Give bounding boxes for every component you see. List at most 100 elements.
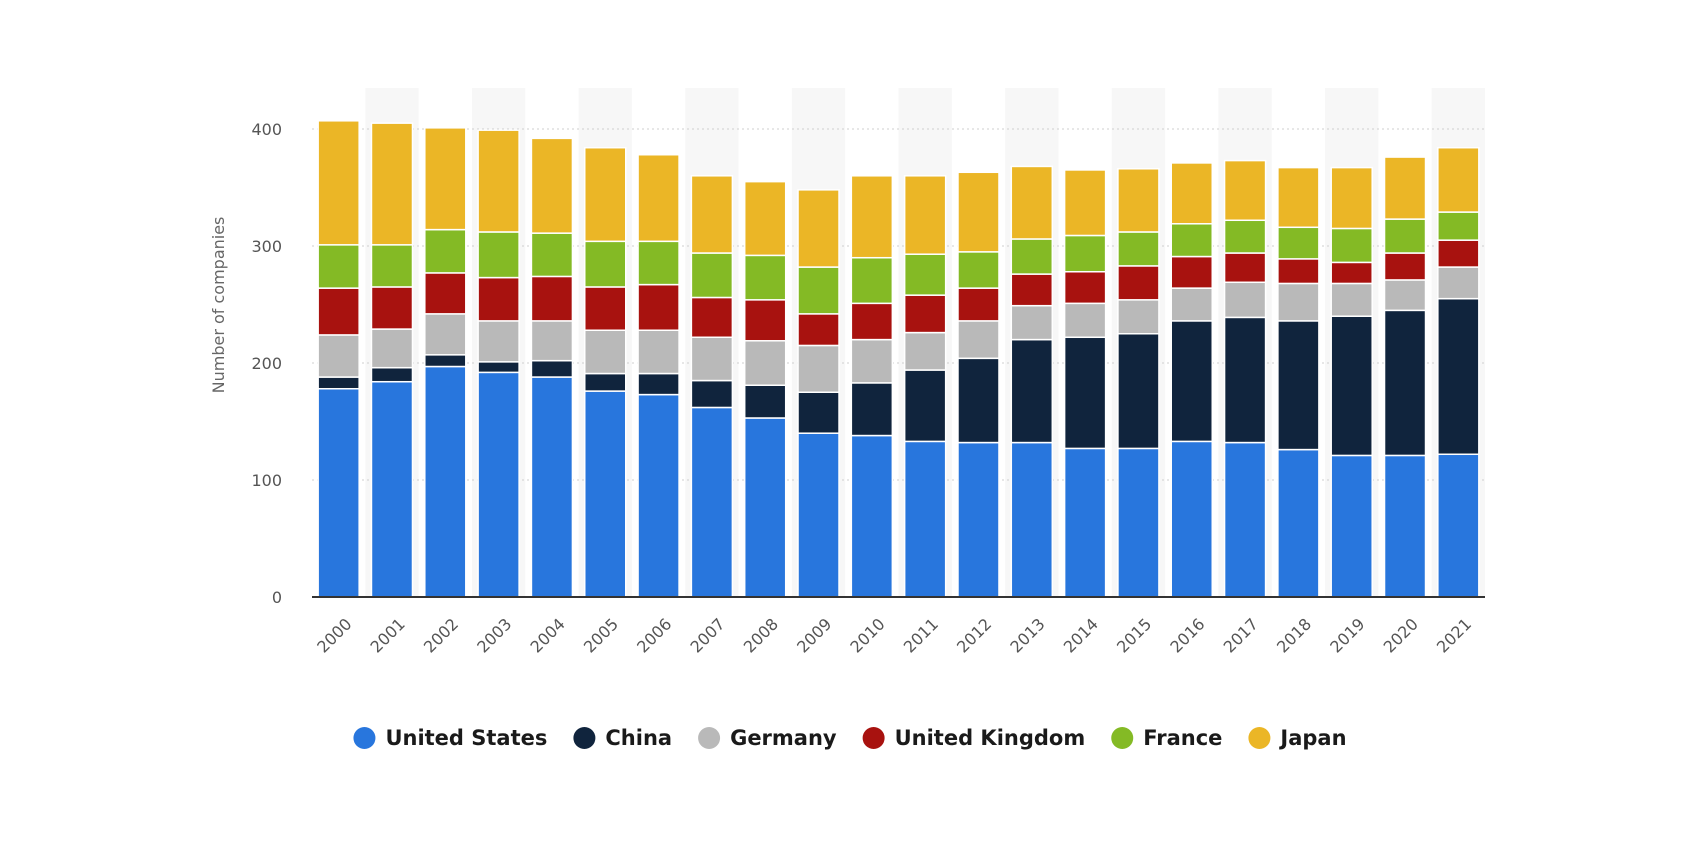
legend-marker xyxy=(862,727,885,749)
legend-marker xyxy=(1111,727,1134,749)
bar-stack-2005 xyxy=(584,146,627,598)
bar-segment-united-kingdom xyxy=(637,283,680,331)
bar-segment-france xyxy=(743,254,787,301)
bar-segment-united-states xyxy=(370,380,414,598)
bar-segment-france xyxy=(424,228,467,274)
x-tick-label: 2009 xyxy=(793,614,835,656)
bar-segment-france xyxy=(1330,227,1373,264)
x-tick-label: 2017 xyxy=(1220,614,1262,656)
bar-segment-china xyxy=(370,366,414,383)
bar-segment-united-states xyxy=(1223,441,1267,598)
legend-label: China xyxy=(605,726,672,750)
x-tick-label: 2008 xyxy=(740,614,782,656)
bar-segment-japan xyxy=(530,137,574,234)
bar-segment-united-kingdom xyxy=(850,302,894,341)
bar-stack-2017 xyxy=(1223,159,1267,598)
bar-segment-france xyxy=(1277,226,1320,260)
bar-segment-united-kingdom xyxy=(477,276,520,322)
bar-segment-china xyxy=(530,359,574,378)
bar-segment-united-kingdom xyxy=(1117,265,1160,301)
bar-segment-japan xyxy=(850,175,894,259)
bar-segment-united-states xyxy=(1170,440,1213,598)
bar-segment-japan xyxy=(477,129,520,233)
bar-stack-2018 xyxy=(1277,166,1320,598)
x-tick-label: 2016 xyxy=(1166,614,1208,656)
legend-label: United States xyxy=(385,726,547,750)
bar-stack-2001 xyxy=(370,122,414,598)
x-tick-label: 2006 xyxy=(633,614,675,656)
x-tick-label: 2019 xyxy=(1326,614,1368,656)
bar-segment-united-states xyxy=(1117,447,1160,598)
bar-segment-germany xyxy=(424,313,467,356)
bar-segment-united-kingdom xyxy=(370,286,414,330)
bar-segment-france xyxy=(584,240,627,288)
x-tick-label: 2010 xyxy=(846,614,888,656)
x-tick-label: 2003 xyxy=(473,614,515,656)
bar-stack-2002 xyxy=(424,127,467,598)
bar-segment-china xyxy=(637,372,680,396)
bar-segment-japan xyxy=(1170,162,1213,225)
bar-segment-germany xyxy=(903,331,947,371)
bar-segment-united-kingdom xyxy=(584,286,627,331)
bar-segment-united-kingdom xyxy=(743,299,787,342)
bar-segment-japan xyxy=(903,175,947,255)
y-axis-title: Number of companies xyxy=(209,217,228,394)
bar-segment-france xyxy=(1170,223,1213,258)
bar-segment-united-kingdom xyxy=(530,275,574,322)
bar-segment-united-states xyxy=(1277,448,1320,598)
bar-segment-france xyxy=(957,251,1000,289)
bar-segment-japan xyxy=(690,175,734,254)
bar-stack-2020 xyxy=(1383,156,1427,598)
bar-segment-united-kingdom xyxy=(1063,270,1107,305)
bar-segment-germany xyxy=(477,320,520,363)
legend-marker xyxy=(353,727,376,749)
bar-stack-2008 xyxy=(743,180,787,598)
x-tick-label: 2002 xyxy=(420,614,462,656)
y-tick-label: 400 xyxy=(251,120,282,139)
bar-segment-japan xyxy=(584,146,627,243)
bar-segment-germany xyxy=(1330,282,1373,317)
bar-segment-united-states xyxy=(1437,453,1480,598)
bar-segment-united-kingdom xyxy=(1010,273,1054,307)
bar-segment-japan xyxy=(637,153,680,243)
x-tick-label: 2013 xyxy=(1006,614,1048,656)
bar-stack-2019 xyxy=(1330,166,1373,598)
bar-segment-united-states xyxy=(1330,454,1373,598)
bar-stack-2000 xyxy=(317,120,360,598)
legend-item: Japan xyxy=(1248,726,1347,750)
x-tick-label: 2004 xyxy=(527,614,569,656)
bar-segment-france xyxy=(850,256,894,305)
bar-segment-france xyxy=(317,244,360,289)
legend-label: Germany xyxy=(730,726,837,750)
bar-stack-2021 xyxy=(1437,146,1480,598)
bar-segment-france xyxy=(1117,231,1160,267)
bar-segment-germany xyxy=(850,338,894,384)
x-tick-label: 2021 xyxy=(1433,614,1475,656)
bar-segment-china xyxy=(1170,320,1213,443)
bar-segment-japan xyxy=(1117,168,1160,233)
legend-label: France xyxy=(1143,726,1222,750)
legend-label: United Kingdom xyxy=(895,726,1086,750)
legend-item: France xyxy=(1111,726,1222,750)
bar-segment-japan xyxy=(1330,166,1373,230)
bar-segment-france xyxy=(530,232,574,278)
legend-item: United States xyxy=(353,726,547,750)
x-axis-tick-labels: 2000 2001 2002 2003 2004 2005 2006 2007 2008 2009… xyxy=(313,614,1475,656)
bar-segment-china xyxy=(957,357,1000,444)
x-tick-label: 2020 xyxy=(1380,614,1422,656)
bar-segment-united-states xyxy=(1063,447,1107,598)
bar-segment-france xyxy=(370,244,414,288)
bar-segment-japan xyxy=(957,171,1000,253)
bar-segment-germany xyxy=(637,329,680,375)
bar-stack-2014 xyxy=(1063,169,1107,598)
bar-stack-2009 xyxy=(797,189,840,598)
bar-stack-2013 xyxy=(1010,165,1054,598)
bar-segment-united-states xyxy=(797,432,840,598)
x-tick-label: 2000 xyxy=(313,614,355,656)
bar-segment-united-states xyxy=(903,440,947,598)
bar-segment-china xyxy=(903,369,947,443)
bar-segment-germany xyxy=(690,336,734,382)
x-tick-label: 2012 xyxy=(953,614,995,656)
bar-segment-united-kingdom xyxy=(1383,252,1427,281)
